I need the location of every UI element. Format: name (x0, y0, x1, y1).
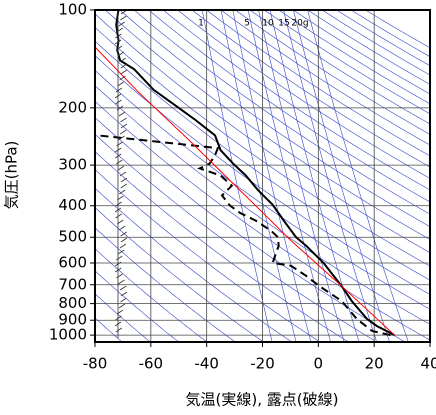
mixing-ratio-label: 20g (291, 19, 308, 29)
mixing-ratio-line (218, 0, 298, 349)
wind-barb (118, 166, 124, 170)
wind-barb (116, 214, 122, 218)
wind-barb (118, 280, 124, 284)
dry-adiabat (0, 0, 216, 349)
y-tick-label: 1000 (49, 326, 87, 344)
mixing-ratio-line (280, 0, 379, 349)
y-axis-label: 気圧(hPa) (3, 141, 21, 210)
mixing-ratio-label: 15 (278, 19, 289, 29)
wind-barb (121, 238, 127, 242)
wind-barb (120, 286, 126, 290)
dry-adiabat (257, 0, 436, 349)
wind-barb (116, 256, 122, 260)
wind-barb (116, 274, 122, 278)
dry-adiabat (117, 0, 436, 349)
wind-barb (118, 82, 124, 86)
x-tick-label: 40 (420, 355, 436, 373)
x-tick-label: -20 (250, 355, 275, 373)
y-tick-label: 800 (58, 294, 87, 312)
x-tick-label: -40 (194, 355, 219, 373)
wind-barb (121, 298, 127, 302)
wind-barbs (115, 10, 127, 338)
mixing-ratio-label: 10 (262, 19, 274, 29)
dry-adiabat (103, 0, 436, 349)
mixing-ratio-label: 1 (198, 19, 204, 29)
wind-barb (120, 244, 126, 248)
dry-adiabat (0, 0, 187, 349)
wind-barb (121, 70, 127, 74)
wind-barb (120, 172, 126, 176)
mixing-ratio-line (290, 0, 392, 349)
dry-adiabat (0, 0, 273, 349)
y-tick-label: 200 (58, 98, 87, 116)
dry-adiabat (0, 0, 359, 349)
wind-barb (121, 184, 127, 188)
y-tick-label: 300 (58, 156, 87, 174)
x-tick-label: 0 (314, 355, 324, 373)
y-tick-label: 500 (58, 228, 87, 246)
x-tick-label: 20 (365, 355, 384, 373)
wind-barb (121, 118, 127, 122)
dry-adiabat (145, 0, 436, 349)
wind-barb (115, 316, 121, 320)
wind-barb (118, 250, 124, 254)
wind-barb (119, 112, 125, 116)
wind-barb (119, 226, 125, 230)
wind-barb (116, 160, 122, 164)
x-tick-label: -80 (83, 355, 108, 373)
mixing-ratio-line (245, 0, 333, 349)
wind-barb (121, 292, 127, 296)
dry-adiabat (285, 0, 436, 349)
dry-adiabat (299, 0, 436, 349)
dry-adiabat (229, 0, 436, 349)
y-tick-label: 600 (58, 253, 87, 271)
y-tick-label: 700 (58, 275, 87, 293)
y-tick-label: 400 (58, 196, 87, 214)
profiles (95, 10, 395, 335)
wind-barb (119, 304, 125, 308)
wind-barb (116, 328, 122, 332)
wind-barb (120, 130, 126, 134)
x-axis-label: 気温(実線), 露点(破線) (186, 391, 339, 409)
mixing-ratio-line (304, 0, 411, 349)
x-tick-label: -60 (139, 355, 164, 373)
mixing-ratio-label: 5 (244, 19, 250, 29)
mixing-ratio-line (230, 0, 313, 349)
wind-barb (121, 178, 127, 182)
wind-barb (120, 16, 126, 20)
wind-barb (117, 142, 123, 146)
wind-barb (115, 100, 121, 104)
y-tick-label: 100 (58, 1, 87, 19)
